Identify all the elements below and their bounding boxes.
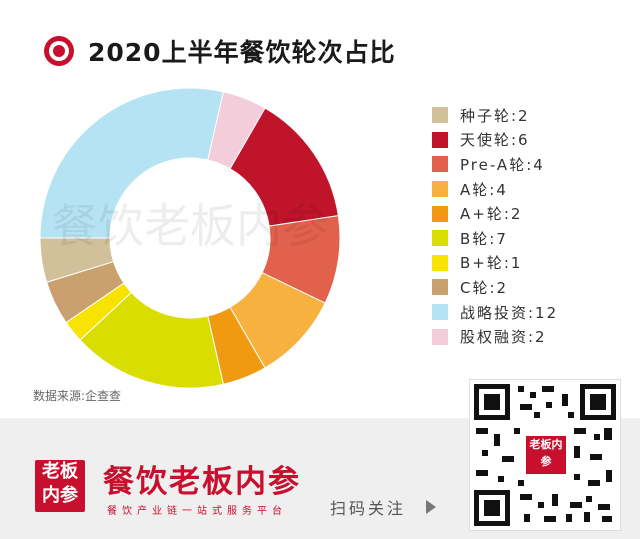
brand-logo: 老板内参 [35, 460, 85, 512]
legend-swatch [432, 107, 448, 124]
legend-item: 天使轮:6 [432, 128, 558, 153]
legend-label: C轮:2 [460, 278, 509, 297]
qr-logo-badge: 老板内参 [524, 434, 568, 476]
legend: 种子轮:2 天使轮:6 Pre-A轮:4 A轮:4 A+轮:2 B轮:7 B+轮:1 C轮:2… [432, 103, 558, 349]
legend-label: B+轮:1 [460, 254, 523, 273]
data-source: 数据来源:企查查 [33, 389, 122, 403]
legend-label: A轮:4 [460, 180, 508, 199]
title-row: 2020上半年餐饮轮次占比 [44, 34, 396, 68]
legend-swatch [432, 205, 448, 222]
legend-item: 战略投资:12 [432, 300, 558, 325]
legend-swatch [432, 181, 448, 198]
scan-follow-label: 扫码关注 [330, 499, 407, 518]
legend-swatch [432, 230, 448, 247]
qr-pattern [474, 384, 616, 526]
legend-item: Pre-A轮:4 [432, 152, 558, 177]
legend-item: 股权融资:2 [432, 324, 558, 349]
legend-label: 天使轮:6 [460, 131, 530, 150]
watermark: 餐饮老板内参 [52, 199, 328, 253]
legend-item: B轮:7 [432, 226, 558, 251]
legend-item: B+轮:1 [432, 251, 558, 276]
legend-item: C轮:2 [432, 275, 558, 300]
slice-战略投资 [39, 87, 224, 239]
legend-label: 战略投资:12 [460, 303, 559, 322]
legend-swatch [432, 328, 448, 345]
legend-swatch [432, 131, 448, 148]
legend-label: 种子轮:2 [460, 106, 530, 125]
legend-item: 种子轮:2 [432, 103, 558, 128]
legend-swatch [432, 304, 448, 321]
legend-swatch [432, 254, 448, 271]
legend-label: Pre-A轮:4 [460, 155, 545, 174]
legend-label: 股权融资:2 [460, 328, 547, 347]
brand-slogan: 餐饮产业链一站式服务平台 [107, 506, 287, 517]
legend-item: A轮:4 [432, 177, 558, 202]
logo-text: 老板内参 [42, 461, 78, 506]
chart-title: 2020上半年餐饮轮次占比 [88, 38, 396, 67]
arrow-right-icon [426, 500, 436, 514]
slice-股权融资 [207, 91, 266, 170]
brand-name: 餐饮老板内参 [103, 464, 301, 500]
legend-swatch [432, 279, 448, 296]
legend-item: A+轮:2 [432, 201, 558, 226]
donut-chart: 餐饮老板内参 [39, 87, 341, 389]
legend-swatch [432, 156, 448, 173]
legend-label: B轮:7 [460, 229, 508, 248]
legend-label: A+轮:2 [460, 205, 523, 224]
record-icon [44, 36, 74, 66]
